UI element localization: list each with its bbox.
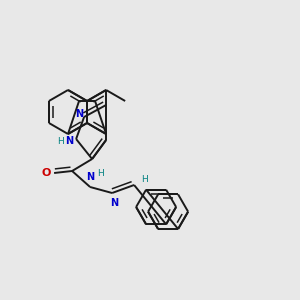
Text: N: N	[65, 136, 73, 146]
Text: N: N	[75, 109, 83, 119]
Text: O: O	[41, 168, 51, 178]
Text: H: H	[57, 137, 64, 146]
Text: N: N	[86, 172, 94, 182]
Text: N: N	[110, 198, 118, 208]
Text: H: H	[97, 169, 104, 178]
Text: H: H	[141, 175, 148, 184]
